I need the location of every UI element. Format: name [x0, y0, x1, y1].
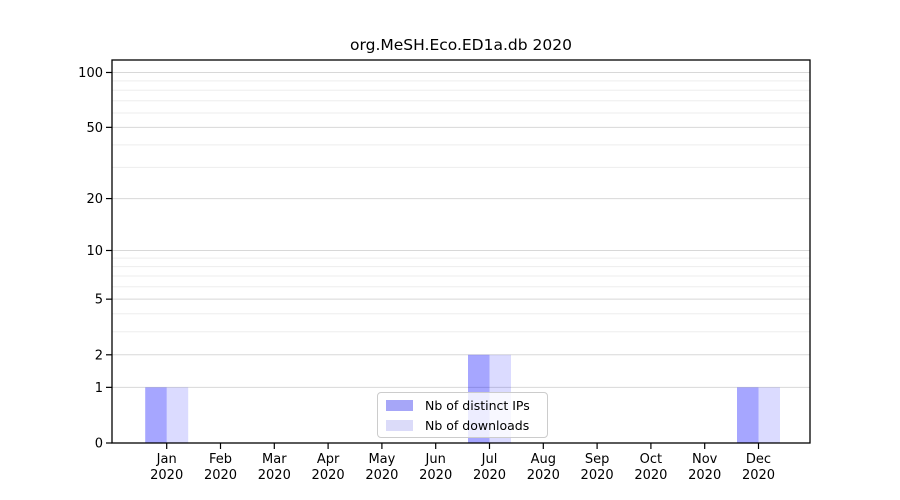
- x-tick-label: Mar 2020: [258, 452, 291, 483]
- bar-downloads: [758, 387, 780, 443]
- y-tick-label: 2: [95, 348, 103, 363]
- legend-swatch-downloads: [386, 419, 413, 431]
- x-tick-label: Apr 2020: [312, 452, 345, 483]
- legend-item-downloads: Nb of downloads: [386, 418, 547, 433]
- bar-downloads: [166, 387, 189, 443]
- legend-label-downloads: Nb of downloads: [425, 417, 530, 433]
- legend-item-distinct-ips: Nb of distinct IPs: [386, 398, 547, 413]
- y-tick-label: 20: [86, 192, 103, 207]
- y-tick-label: 10: [86, 244, 103, 259]
- x-tick-label: Aug 2020: [527, 452, 560, 483]
- x-tick-label: Sep 2020: [581, 452, 614, 483]
- y-tick-label: 0: [95, 437, 103, 452]
- x-tick-label: Jun 2020: [419, 452, 452, 483]
- x-tick-label: Dec 2020: [742, 452, 775, 483]
- plot-border: [111, 59, 811, 444]
- legend-swatch-distinct-ips: [386, 399, 413, 411]
- x-tick-label: May 2020: [365, 452, 398, 483]
- x-tick-label: Jan 2020: [150, 452, 183, 483]
- x-tick-label: Feb 2020: [204, 452, 237, 483]
- x-tick-label: Oct 2020: [634, 452, 667, 483]
- y-tick-label: 1: [95, 381, 103, 396]
- legend: Nb of distinct IPs Nb of downloads: [377, 392, 548, 438]
- y-tick-label: 50: [86, 121, 103, 136]
- bar-distinct-ips: [737, 387, 759, 443]
- y-tick-label: 5: [95, 293, 103, 308]
- y-tick-label: 100: [78, 66, 103, 81]
- x-tick-label: Nov 2020: [688, 452, 721, 483]
- x-tick-label: Jul 2020: [473, 452, 506, 483]
- bar-distinct-ips: [145, 387, 167, 443]
- legend-label-distinct-ips: Nb of distinct IPs: [425, 397, 530, 413]
- chart-title: org.MeSH.Eco.ED1a.db 2020: [350, 36, 572, 54]
